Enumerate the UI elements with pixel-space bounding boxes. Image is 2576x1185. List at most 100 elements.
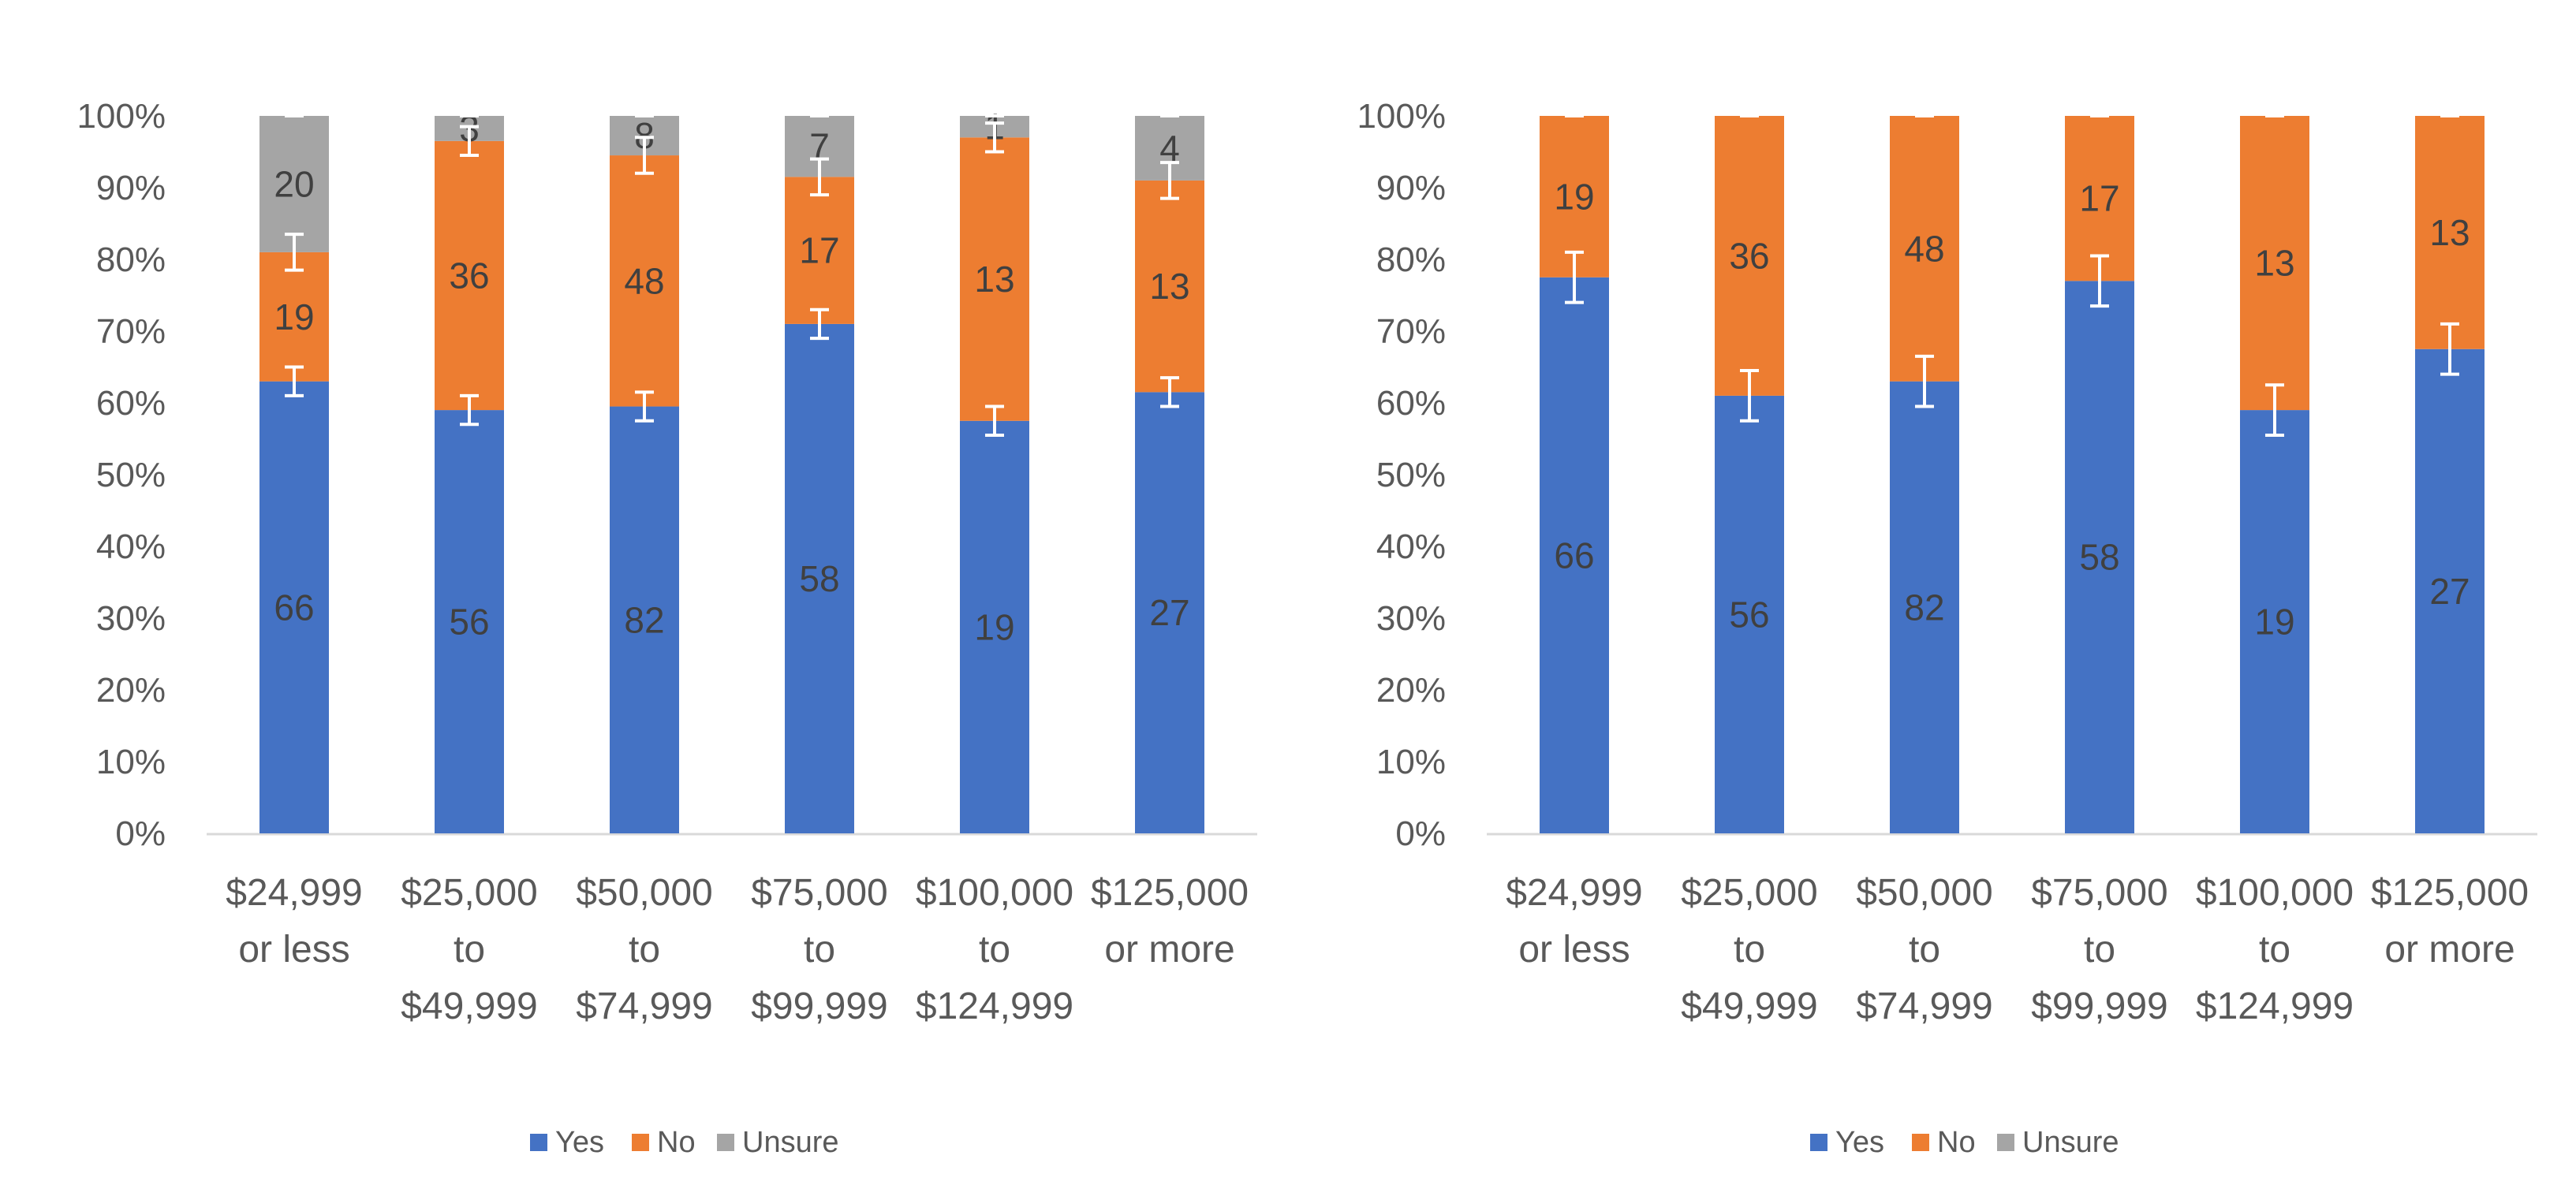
y-tick-label: 60% [1376,384,1446,423]
y-tick-label: 10% [1376,743,1446,781]
legend-label: Yes [1835,1126,1884,1159]
error-bar [810,157,829,197]
x-tick-label-line: $50,000 [1856,872,1993,914]
bar-yes [610,406,679,833]
x-tick-label: $25,000 to $49,999 [1681,872,1818,1027]
bar-no [1715,116,1784,396]
x-tick-label-line: $25,000 [401,872,538,914]
x-tick-label-line: to [629,929,660,971]
legend-swatch [632,1134,649,1151]
data-label: 19 [2254,602,2294,643]
data-label: 58 [2079,537,2119,578]
data-label: 66 [1554,535,1594,576]
legend-swatch [1810,1134,1827,1151]
y-tick-label: 0% [1395,814,1446,853]
bar-no [1540,116,1609,278]
error-bar [635,136,654,175]
legend-label: No [1937,1126,1976,1159]
y-tick-label: 100% [77,97,166,136]
x-tick-label-line: $124,999 [2196,986,2354,1027]
bar-no [259,252,329,382]
data-label: 48 [1904,228,1944,269]
bar-no [2415,116,2485,349]
x-tick-label-line: $25,000 [1681,872,1818,914]
y-tick-label: 20% [1376,671,1446,710]
x-tick-label-line: to [1734,929,1765,971]
legend-label: Unsure [742,1126,839,1159]
x-tick-label-line: $74,999 [576,986,713,1027]
error-bar [2090,254,2109,308]
x-tick-label-line: $125,000 [1091,872,1249,914]
x-tick-label: $25,000 to $49,999 [401,872,538,1027]
x-tick-label: $125,000 or more [1091,872,1249,971]
y-tick-label: 90% [1376,169,1446,207]
bar-yes [1540,277,1609,833]
data-label: 36 [1729,235,1769,276]
data-label: 19 [974,606,1014,647]
bar-yes [435,410,504,833]
x-tick-label-line: $75,000 [751,872,888,914]
data-label: 56 [1729,594,1769,635]
bar-yes [1890,381,1959,833]
legend-swatch [1912,1134,1929,1151]
x-tick-label: $50,000 to $74,999 [1856,872,1993,1027]
x-tick-label: $100,000 to $124,999 [2196,872,2354,1027]
data-label: 17 [799,230,839,271]
data-label: 48 [624,260,664,301]
data-label: 13 [1149,266,1189,307]
legend-label: Unsure [2022,1126,2119,1159]
x-tick-label-line: to [454,929,485,971]
legend-swatch [717,1134,734,1151]
x-tick-label-line: or more [2384,929,2514,971]
bar-yes [2240,410,2309,833]
error-bar [285,233,304,272]
legend-label: Yes [555,1126,604,1159]
legend: Yes No Unsure [530,1126,839,1159]
error-bar [1565,250,1584,304]
data-label: 13 [974,259,1014,300]
data-label: 36 [449,255,489,296]
error-bar [460,393,479,427]
x-tick-label-line: $100,000 [916,872,1073,914]
y-tick-label: 80% [96,240,166,279]
bar-yes [259,381,329,833]
x-tick-label: $24,999 or less [1506,872,1643,971]
y-tick-label: 10% [96,743,166,781]
bar-unsure [259,116,329,252]
data-label: 82 [1904,587,1944,628]
bar-no [435,140,504,411]
x-tick-label-line: or less [1518,929,1630,971]
y-tick-label: 100% [1357,97,1446,136]
error-bar [460,125,479,158]
y-tick-label: 80% [1376,240,1446,279]
error-bar [635,390,654,423]
x-tick-label-line: or less [238,929,349,971]
bar-no [1890,116,1959,382]
legend: Yes No Unsure [1810,1126,2119,1159]
y-tick-label: 50% [96,456,166,494]
bar-no [610,155,679,407]
bar-yes [2065,281,2134,833]
y-tick-label: 70% [1376,312,1446,351]
x-tick-label: $100,000 to $124,999 [916,872,1073,1027]
chart-1: 0% 10% 20% 30% 40% 50% 60% 70% 80% 90% 100% 66 19 20 $… [77,97,1257,1159]
data-label: 20 [274,163,314,204]
bar-no [2065,116,2134,281]
bar-no [785,177,854,324]
y-tick-label: 70% [96,312,166,351]
x-tick-label-line: to [2084,929,2115,971]
y-tick-label: 50% [1376,456,1446,494]
error-bar [1740,369,1759,423]
x-tick-label-line: $74,999 [1856,986,1993,1027]
bar-yes [1715,395,1784,833]
bar-no [2240,116,2309,411]
error-bar [2265,383,2284,437]
error-bar [285,365,304,397]
x-tick-label: $24,999 or less [226,872,363,971]
data-label: 58 [799,558,839,599]
bar-yes [1135,392,1204,834]
data-label: 13 [2429,212,2470,253]
chart-2: 0% 10% 20% 30% 40% 50% 60% 70% 80% 90% 100% 66 19 $24… [1357,97,2537,1159]
x-tick-label-line: $124,999 [916,986,1073,1027]
x-tick-label-line: to [979,929,1010,971]
